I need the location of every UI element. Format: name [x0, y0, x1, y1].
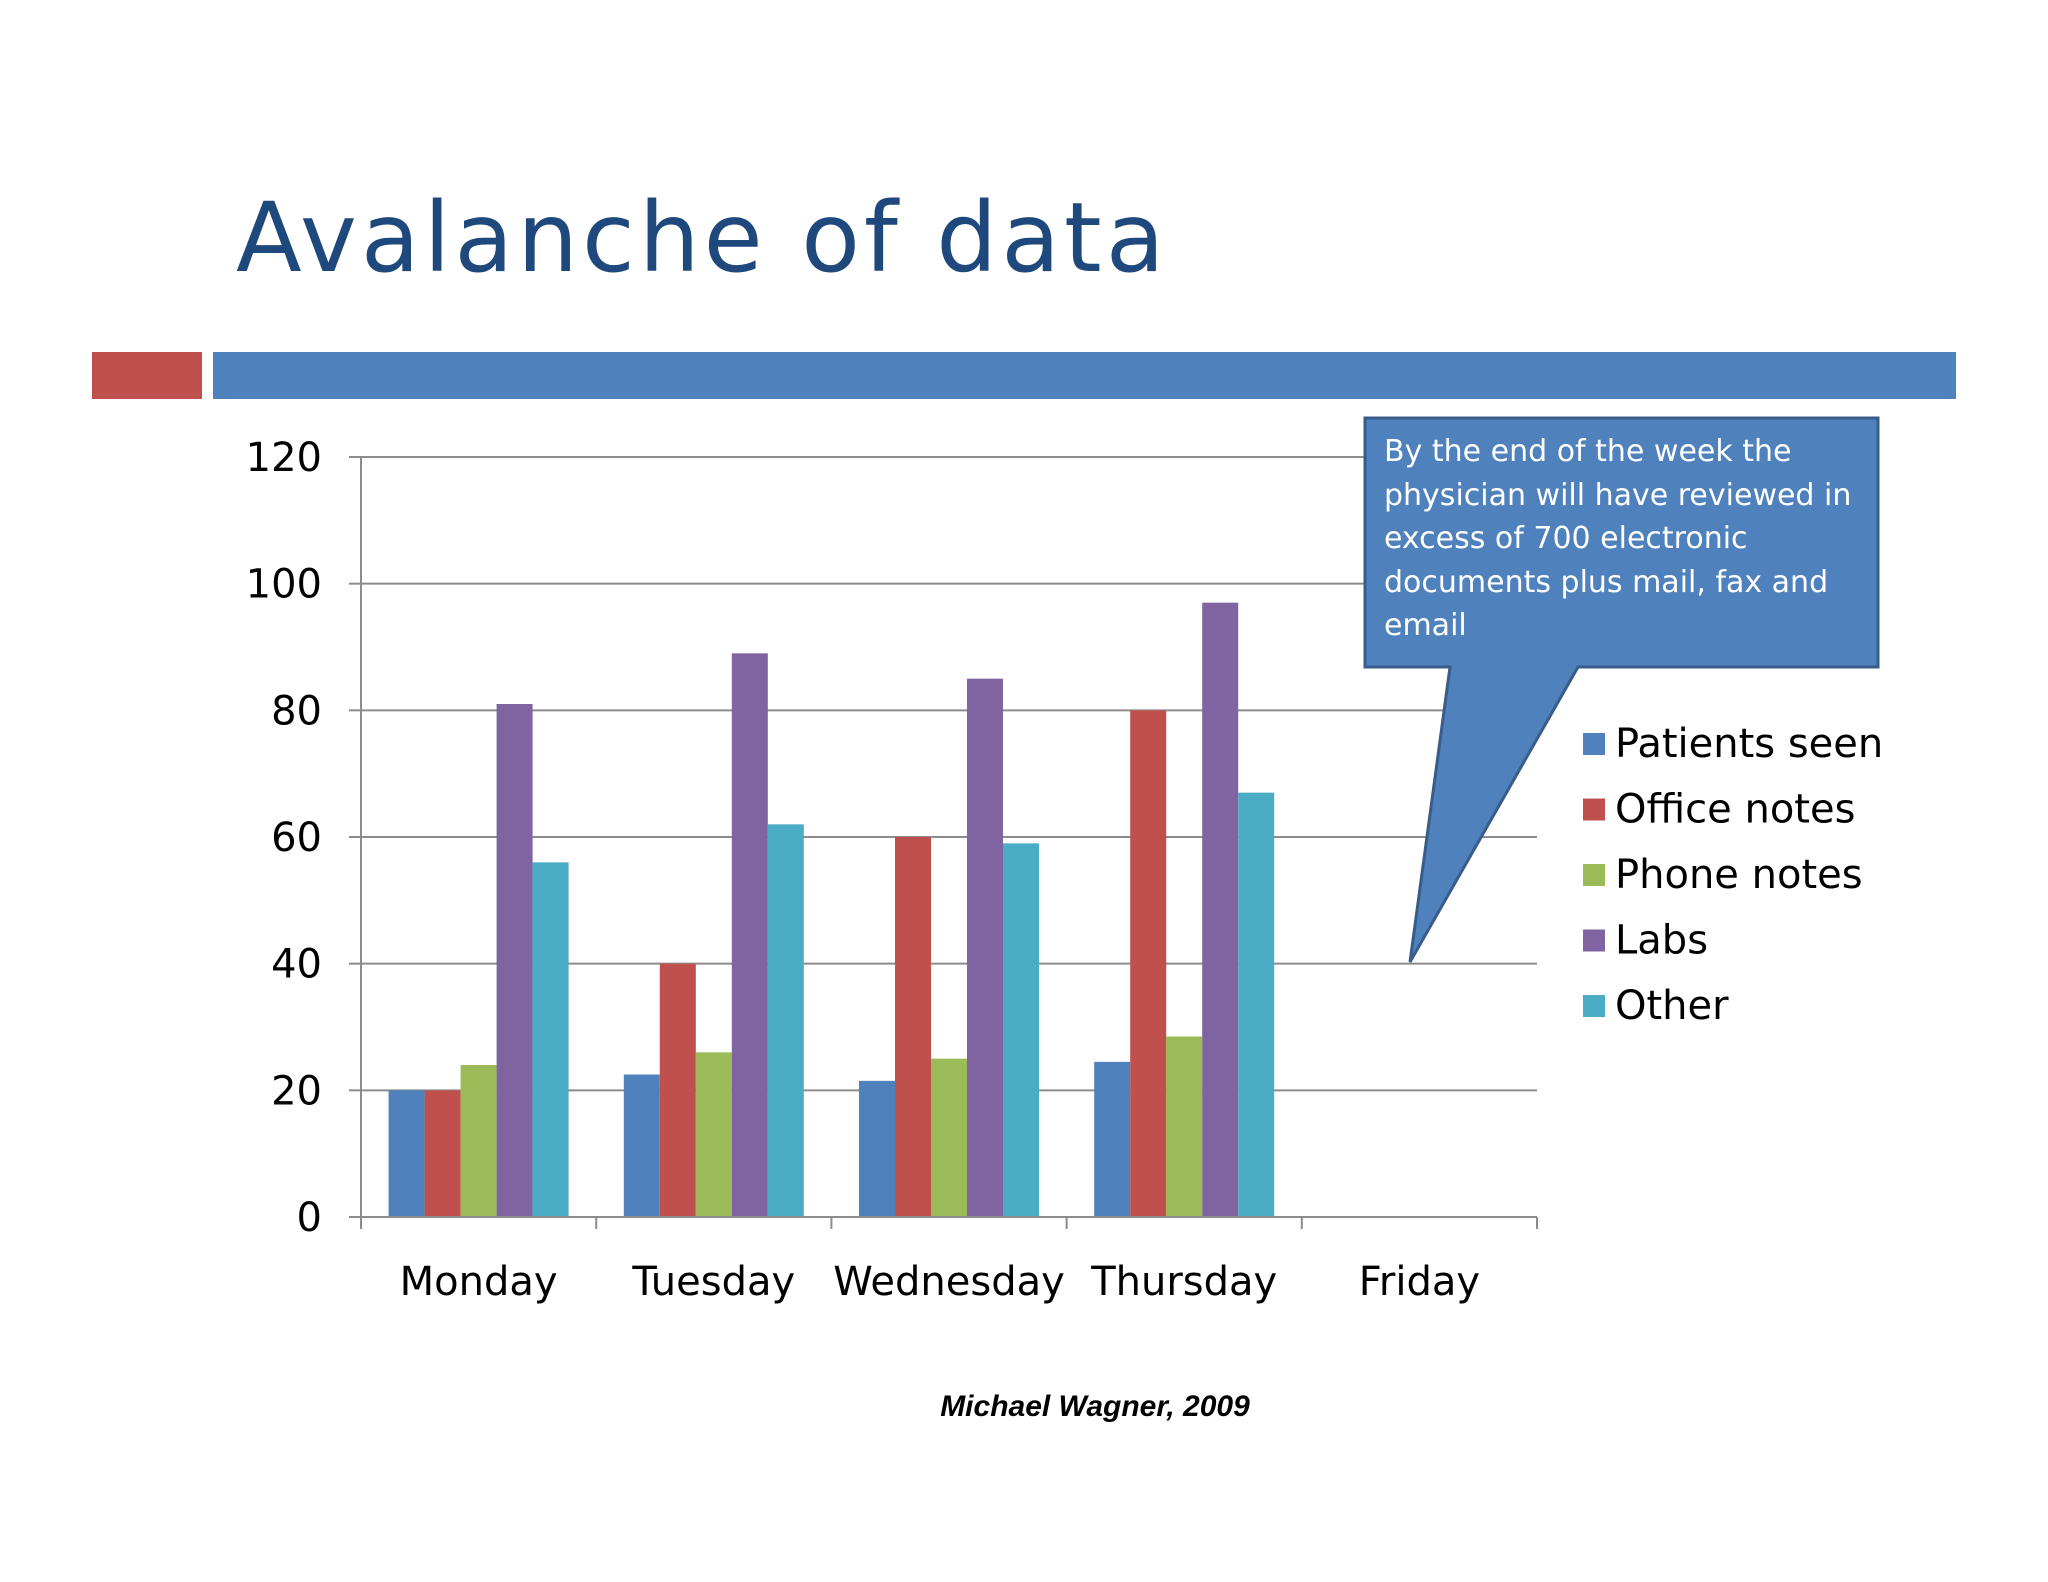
callout-line: excess of 700 electronic [1384, 521, 1748, 556]
legend-label: Office notes [1615, 787, 1855, 833]
callout-line: By the end of the week the [1384, 434, 1792, 469]
legend-swatch [1583, 798, 1605, 821]
y-tick-label: 0 [297, 1195, 322, 1241]
bar-labs [731, 653, 768, 1217]
bar-other [767, 824, 804, 1217]
bar-office-notes [895, 837, 931, 1217]
bar-phone-notes [460, 1065, 497, 1217]
bar-labs [1202, 602, 1239, 1217]
legend-label: Phone notes [1615, 852, 1863, 898]
title-accent-bar-left [92, 352, 202, 399]
callout-bubble [1363, 416, 1880, 963]
bar-patients-seen [388, 1090, 425, 1217]
x-tick-label: Wednesday [833, 1259, 1065, 1305]
source-credit: Michael Wagner, 2009 [940, 1390, 1250, 1423]
bar-phone-notes [931, 1058, 967, 1217]
chart-axis-labels: 0 20 40 60 80 100 120 Monday Tuesday Wednesday Thu… [246, 435, 1480, 1305]
bar-patients-seen [1094, 1061, 1131, 1217]
x-tick-label: Friday [1359, 1259, 1480, 1305]
callout-line: email [1384, 608, 1467, 643]
bar-office-notes [1130, 710, 1167, 1217]
bar-office-notes [424, 1090, 461, 1217]
bar-patients-seen [623, 1074, 660, 1217]
bar-phone-notes [1166, 1036, 1203, 1217]
bar-labs [967, 678, 1003, 1217]
title-accent-bar-main [213, 352, 1956, 399]
legend-swatch [1583, 929, 1605, 952]
legend-swatch [1583, 733, 1605, 755]
chart-axes [349, 456, 1538, 1229]
bar-labs [496, 704, 533, 1217]
callout-line: physician will have reviewed in [1384, 478, 1851, 513]
bar-other [532, 862, 569, 1217]
slide-title: Avalanche of data [236, 182, 1169, 294]
x-tick-label: Tuesday [631, 1259, 795, 1305]
y-tick-label: 120 [246, 435, 322, 481]
bar-other [1238, 792, 1275, 1217]
callout: By the end of the week the physician wil… [1363, 416, 1880, 963]
callout-line: documents plus mail, fax and [1384, 565, 1828, 600]
y-tick-label: 100 [246, 562, 322, 608]
y-tick-label: 60 [271, 815, 322, 861]
legend-label: Patients seen [1615, 721, 1883, 767]
x-tick-label: Thursday [1090, 1259, 1277, 1305]
legend-swatch [1583, 864, 1605, 886]
chart-legend: Patients seen Office notes Phone notes Labs… [1583, 721, 1883, 1029]
legend-label: Other [1615, 983, 1729, 1029]
chart-bars [388, 602, 1275, 1217]
y-tick-label: 20 [271, 1068, 322, 1114]
bar-other [1003, 843, 1039, 1217]
y-tick-label: 80 [271, 688, 322, 734]
y-tick-label: 40 [271, 942, 322, 988]
bar-patients-seen [859, 1080, 895, 1217]
legend-label: Labs [1615, 918, 1708, 964]
legend-swatch [1583, 995, 1605, 1017]
bar-office-notes [659, 963, 696, 1217]
bar-phone-notes [695, 1052, 732, 1217]
x-tick-label: Monday [400, 1259, 558, 1305]
